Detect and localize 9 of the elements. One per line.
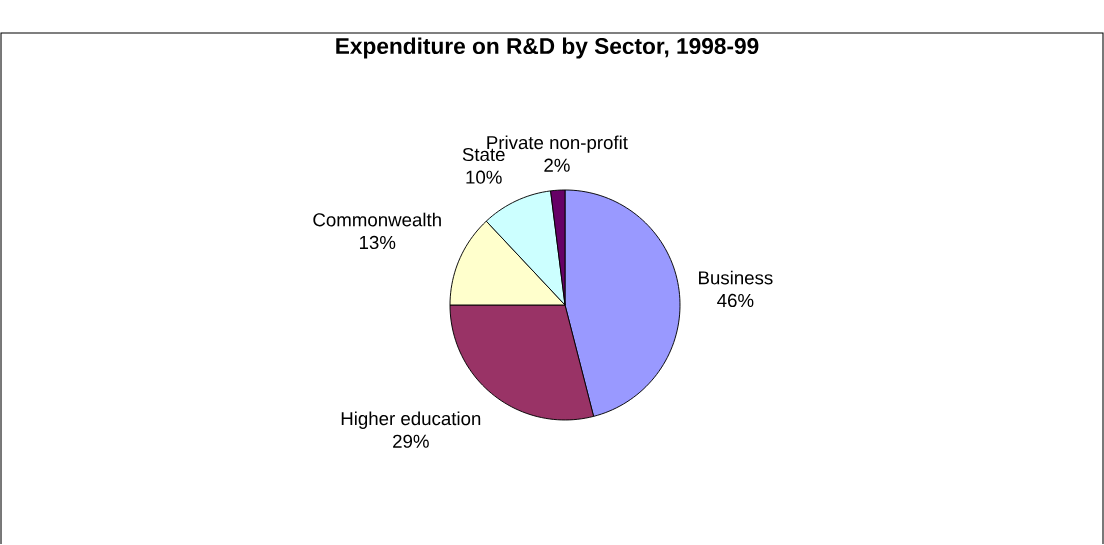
chart-title: Expenditure on R&D by Sector, 1998-99	[336, 37, 759, 59]
data-label: 13%	[360, 236, 396, 250]
data-label: 2%	[544, 158, 570, 173]
data-label: 46%	[717, 294, 754, 308]
slice-label: Business	[699, 270, 773, 285]
slice-label: Commonwealth	[313, 212, 441, 227]
data-label: 10%	[466, 170, 502, 185]
slice-label: Higher education	[341, 411, 481, 430]
data-label: 29%	[393, 434, 429, 449]
